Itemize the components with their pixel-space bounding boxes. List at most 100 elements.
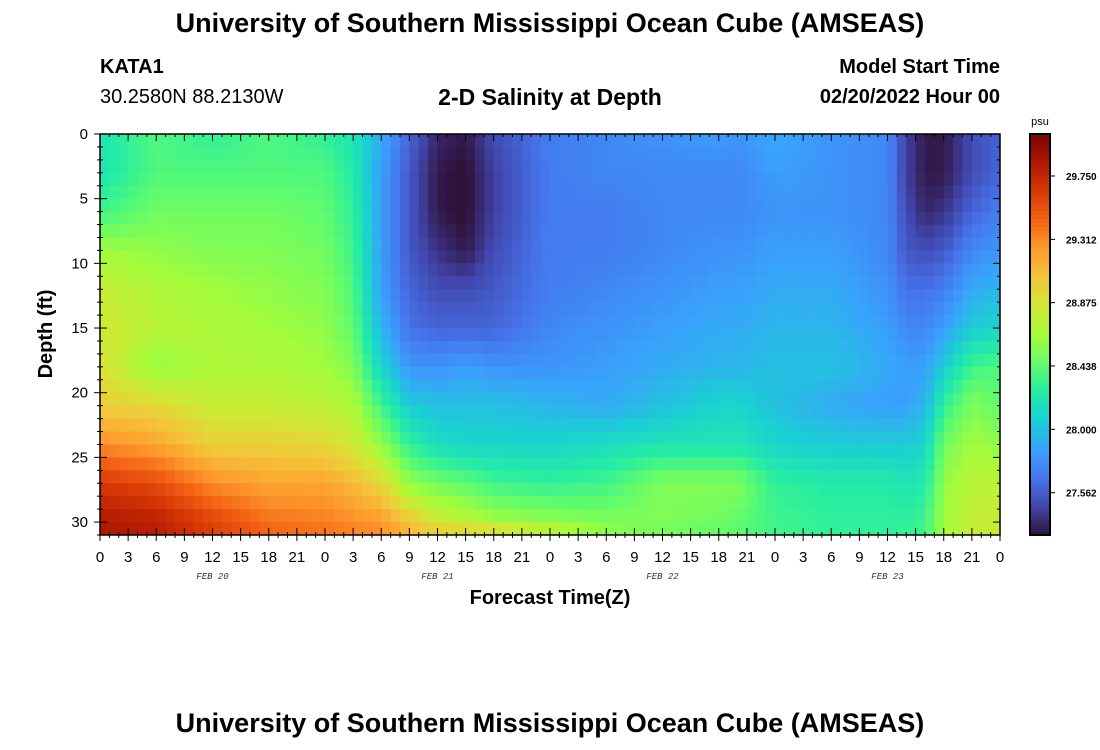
heatmap-cell [531, 198, 542, 213]
heatmap-cell [306, 405, 317, 420]
heatmap-cell [400, 483, 410, 497]
heatmap-cell [446, 340, 457, 355]
heatmap-cell [756, 496, 767, 510]
heatmap-cell [559, 328, 570, 342]
heatmap-cell [437, 379, 448, 394]
heatmap-cell [250, 315, 260, 329]
heatmap-cell [278, 198, 289, 213]
heatmap-cell [850, 418, 860, 433]
heatmap-cell [728, 328, 739, 342]
heatmap-cell [718, 496, 729, 510]
heatmap-cell [784, 211, 795, 226]
heatmap-cell [625, 237, 635, 252]
heatmap-cell [240, 198, 251, 213]
heatmap-cell [756, 198, 767, 213]
heatmap-cell [784, 263, 795, 277]
heatmap-cell [671, 470, 682, 484]
heatmap-cell [259, 159, 270, 174]
heatmap-cell [296, 444, 307, 458]
heatmap-cell [878, 431, 889, 446]
heatmap-cell [137, 470, 148, 484]
heatmap-cell [531, 263, 542, 277]
heatmap-cell [371, 366, 382, 381]
heatmap-cell [615, 250, 626, 264]
heatmap-cell [137, 172, 148, 187]
heatmap-cell [315, 146, 326, 161]
heatmap-cell [240, 418, 251, 433]
heatmap-cell [559, 392, 570, 407]
heatmap-cell [109, 457, 120, 471]
heatmap-cell [953, 224, 964, 239]
heatmap-cell [100, 418, 110, 433]
heatmap-cell [578, 405, 589, 420]
heatmap-cell [409, 185, 420, 200]
heatmap-cell [165, 224, 176, 239]
heatmap-cell [240, 250, 251, 264]
heatmap-cell [353, 146, 364, 161]
heatmap-cell [550, 496, 560, 510]
heatmap-cell [268, 353, 279, 368]
heatmap-cell [971, 328, 982, 342]
colorbar-segment [1030, 358, 1050, 364]
heatmap-cell [456, 379, 467, 394]
heatmap-cell [409, 444, 420, 458]
heatmap-cell [915, 457, 926, 471]
heatmap-cell [296, 211, 307, 226]
heatmap-cell [953, 289, 964, 303]
heatmap-cell [690, 146, 701, 161]
heatmap-cell [962, 444, 973, 458]
heatmap-cell [896, 379, 907, 394]
heatmap-cell [381, 496, 392, 510]
heatmap-cell [587, 237, 598, 252]
heatmap-cell [784, 366, 795, 381]
heatmap-cell [887, 431, 898, 446]
heatmap-cell [878, 211, 889, 226]
heatmap-cell [746, 483, 757, 497]
heatmap-cell [681, 224, 692, 239]
heatmap-cell [709, 522, 720, 535]
heatmap-cell [100, 315, 110, 329]
heatmap-cell [118, 405, 129, 420]
heatmap-cell [353, 418, 364, 433]
heatmap-cell [559, 276, 570, 290]
heatmap-cell [231, 237, 242, 252]
heatmap-cell [756, 276, 767, 290]
heatmap-cell [812, 211, 823, 226]
heatmap-cell [812, 522, 823, 535]
heatmap-cell [559, 353, 570, 368]
heatmap-cell [896, 418, 907, 433]
heatmap-cell [250, 250, 260, 264]
heatmap-cell [596, 392, 607, 407]
heatmap-cell [268, 366, 279, 381]
heatmap-cell [118, 211, 129, 226]
heatmap-cell [887, 172, 898, 187]
heatmap-cell [962, 328, 973, 342]
heatmap-cell [203, 146, 214, 161]
heatmap-cell [306, 172, 317, 187]
heatmap-cell [315, 159, 326, 174]
heatmap-cell [634, 431, 645, 446]
heatmap-cell [203, 159, 214, 174]
heatmap-cell [662, 146, 673, 161]
heatmap-cell [746, 250, 757, 264]
heatmap-cell [456, 457, 467, 471]
heatmap-cell [343, 211, 354, 226]
heatmap-cell [709, 353, 720, 368]
heatmap-cell [775, 159, 785, 174]
heatmap-cell [137, 444, 148, 458]
heatmap-cell [615, 276, 626, 290]
heatmap-cell [240, 237, 251, 252]
heatmap-cell [446, 134, 457, 148]
heatmap-cell [109, 405, 120, 420]
heatmap-cell [953, 146, 964, 161]
heatmap-cell [971, 509, 982, 523]
heatmap-cell [306, 159, 317, 174]
heatmap-cell [831, 418, 842, 433]
heatmap-cell [371, 418, 382, 433]
heatmap-cell [156, 315, 167, 329]
heatmap-cell [925, 509, 935, 523]
heatmap-cell [690, 276, 701, 290]
heatmap-cell [896, 276, 907, 290]
heatmap-cell [737, 224, 748, 239]
heatmap-cell [850, 483, 860, 497]
